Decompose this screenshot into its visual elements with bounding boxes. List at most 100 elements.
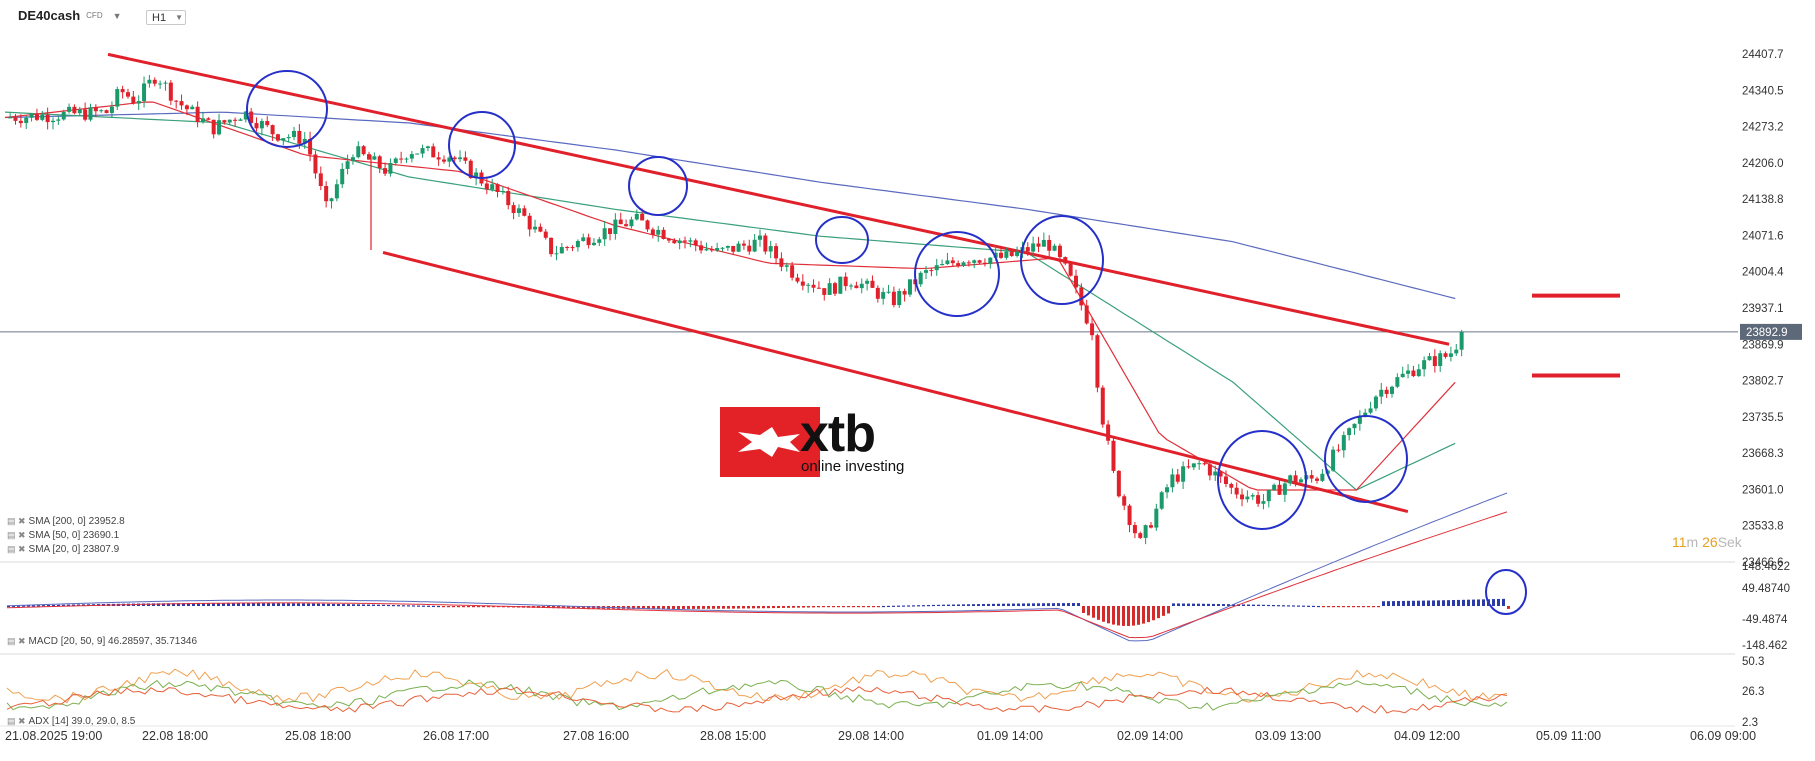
- candle-up: [720, 247, 725, 249]
- candle-down: [195, 106, 200, 122]
- macd-hist-bar: [222, 603, 225, 606]
- macd-y-tick: -148.462: [1742, 640, 1787, 652]
- macd-hist-bar: [782, 606, 785, 608]
- candle-down: [1068, 263, 1073, 276]
- candle-up: [1170, 474, 1175, 488]
- legend-adx[interactable]: ▤ ✖ ADX [14] 39.0, 29.0, 8.5: [7, 716, 136, 727]
- adx-line: [6, 668, 1508, 704]
- macd-hist-bar: [687, 606, 690, 609]
- candle-down: [608, 228, 613, 234]
- macd-hist-bar: [1382, 601, 1385, 606]
- candle-down: [318, 173, 323, 187]
- candle-up: [372, 156, 377, 160]
- candle-down: [233, 119, 238, 121]
- legend-sma20[interactable]: ▤ ✖ SMA [20, 0] 23807.9: [7, 544, 120, 555]
- candle-down: [570, 247, 575, 249]
- macd-hist-bar: [1272, 605, 1275, 607]
- candle-up: [784, 265, 789, 267]
- candle-up: [757, 235, 762, 240]
- candle-up: [1165, 487, 1170, 493]
- candle-up: [1416, 369, 1421, 377]
- macd-hist-bar: [52, 604, 55, 607]
- macd-hist-bar: [462, 606, 465, 608]
- macd-hist-bar: [787, 606, 790, 608]
- candle-up: [458, 157, 463, 160]
- timeframe-select[interactable]: H1 ▼: [146, 10, 186, 25]
- macd-hist-bar: [287, 603, 290, 606]
- macd-hist-bar: [12, 605, 15, 607]
- chevron-down-icon[interactable]: ▼: [112, 10, 122, 21]
- candle-down: [929, 270, 934, 272]
- macd-hist-bar: [1332, 606, 1335, 608]
- legend-macd[interactable]: ▤ ✖ MACD [20, 50, 9] 46.28597, 35.71346: [7, 636, 197, 647]
- highlight-circle: [246, 70, 328, 148]
- macd-hist-bar: [427, 605, 430, 607]
- macd-hist-bar: [17, 605, 20, 607]
- macd-hist-bar: [952, 604, 955, 606]
- macd-hist-bar: [1282, 605, 1285, 607]
- macd-hist-bar: [72, 604, 75, 606]
- macd-hist-bar: [1222, 604, 1225, 606]
- candle-up: [1266, 489, 1271, 502]
- candle-down: [120, 89, 125, 93]
- candle-down: [1148, 525, 1153, 528]
- candle-up: [1288, 475, 1293, 484]
- brand-name: xtb: [800, 405, 876, 463]
- candle-up: [490, 184, 495, 190]
- macd-hist-bar: [1092, 606, 1095, 618]
- candle-down: [270, 125, 275, 135]
- macd-hist-bar: [957, 604, 960, 606]
- candle-down: [179, 101, 184, 106]
- macd-hist-bar: [82, 604, 85, 606]
- macd-hist-bar: [1487, 599, 1490, 606]
- candle-up: [677, 240, 682, 244]
- candle-down: [324, 186, 329, 202]
- macd-hist-bar: [352, 604, 355, 606]
- candle-up: [1052, 245, 1057, 251]
- candle-down: [18, 120, 23, 124]
- candle-up: [934, 265, 939, 271]
- macd-hist-bar: [562, 606, 565, 609]
- candle-up: [1357, 415, 1362, 424]
- xtb-logo: [720, 407, 820, 477]
- candle-up: [1352, 423, 1357, 429]
- macd-hist-bar: [762, 606, 765, 609]
- macd-hist-bar: [822, 606, 825, 608]
- macd-hist-bar: [392, 604, 395, 607]
- legend-sma200[interactable]: ▤ ✖ SMA [200, 0] 23952.8: [7, 516, 125, 527]
- candle-up: [1395, 377, 1400, 387]
- candle-up: [559, 247, 564, 254]
- symbol-selector[interactable]: DE40cash CFD ▼: [18, 8, 122, 23]
- candle-down: [549, 237, 554, 255]
- candle-down: [811, 284, 816, 288]
- candle-up: [1379, 389, 1384, 397]
- macd-hist-bar: [482, 606, 485, 608]
- macd-hist-bar: [472, 606, 475, 608]
- macd-hist-bar: [732, 606, 735, 609]
- macd-hist-bar: [162, 603, 165, 606]
- candle-up: [420, 148, 425, 154]
- legend-sma50[interactable]: ▤ ✖ SMA [50, 0] 23690.1: [7, 530, 120, 541]
- adx-y-tick: 50.3: [1742, 656, 1764, 668]
- macd-hist-bar: [867, 606, 870, 608]
- candle-up: [1272, 484, 1277, 490]
- candle-down: [1186, 466, 1191, 468]
- macd-hist-bar: [1152, 606, 1155, 621]
- candle-down: [463, 157, 468, 161]
- candle-down: [431, 146, 436, 158]
- symbol-name: DE40cash: [18, 8, 81, 23]
- macd-hist-bar: [1217, 603, 1220, 606]
- brand-tagline: online investing: [801, 458, 905, 475]
- candle-up: [554, 253, 559, 255]
- candle-down: [1079, 287, 1084, 306]
- candle-up: [768, 246, 773, 252]
- macd-hist-bar: [1292, 605, 1295, 607]
- current-price-tag: [1740, 323, 1802, 340]
- macd-hist-bar: [1177, 603, 1180, 606]
- candle-up: [500, 190, 505, 192]
- candle-down: [747, 245, 752, 252]
- macd-hist-bar: [362, 604, 365, 606]
- candle-up: [945, 260, 950, 265]
- macd-hist-bar: [252, 603, 255, 606]
